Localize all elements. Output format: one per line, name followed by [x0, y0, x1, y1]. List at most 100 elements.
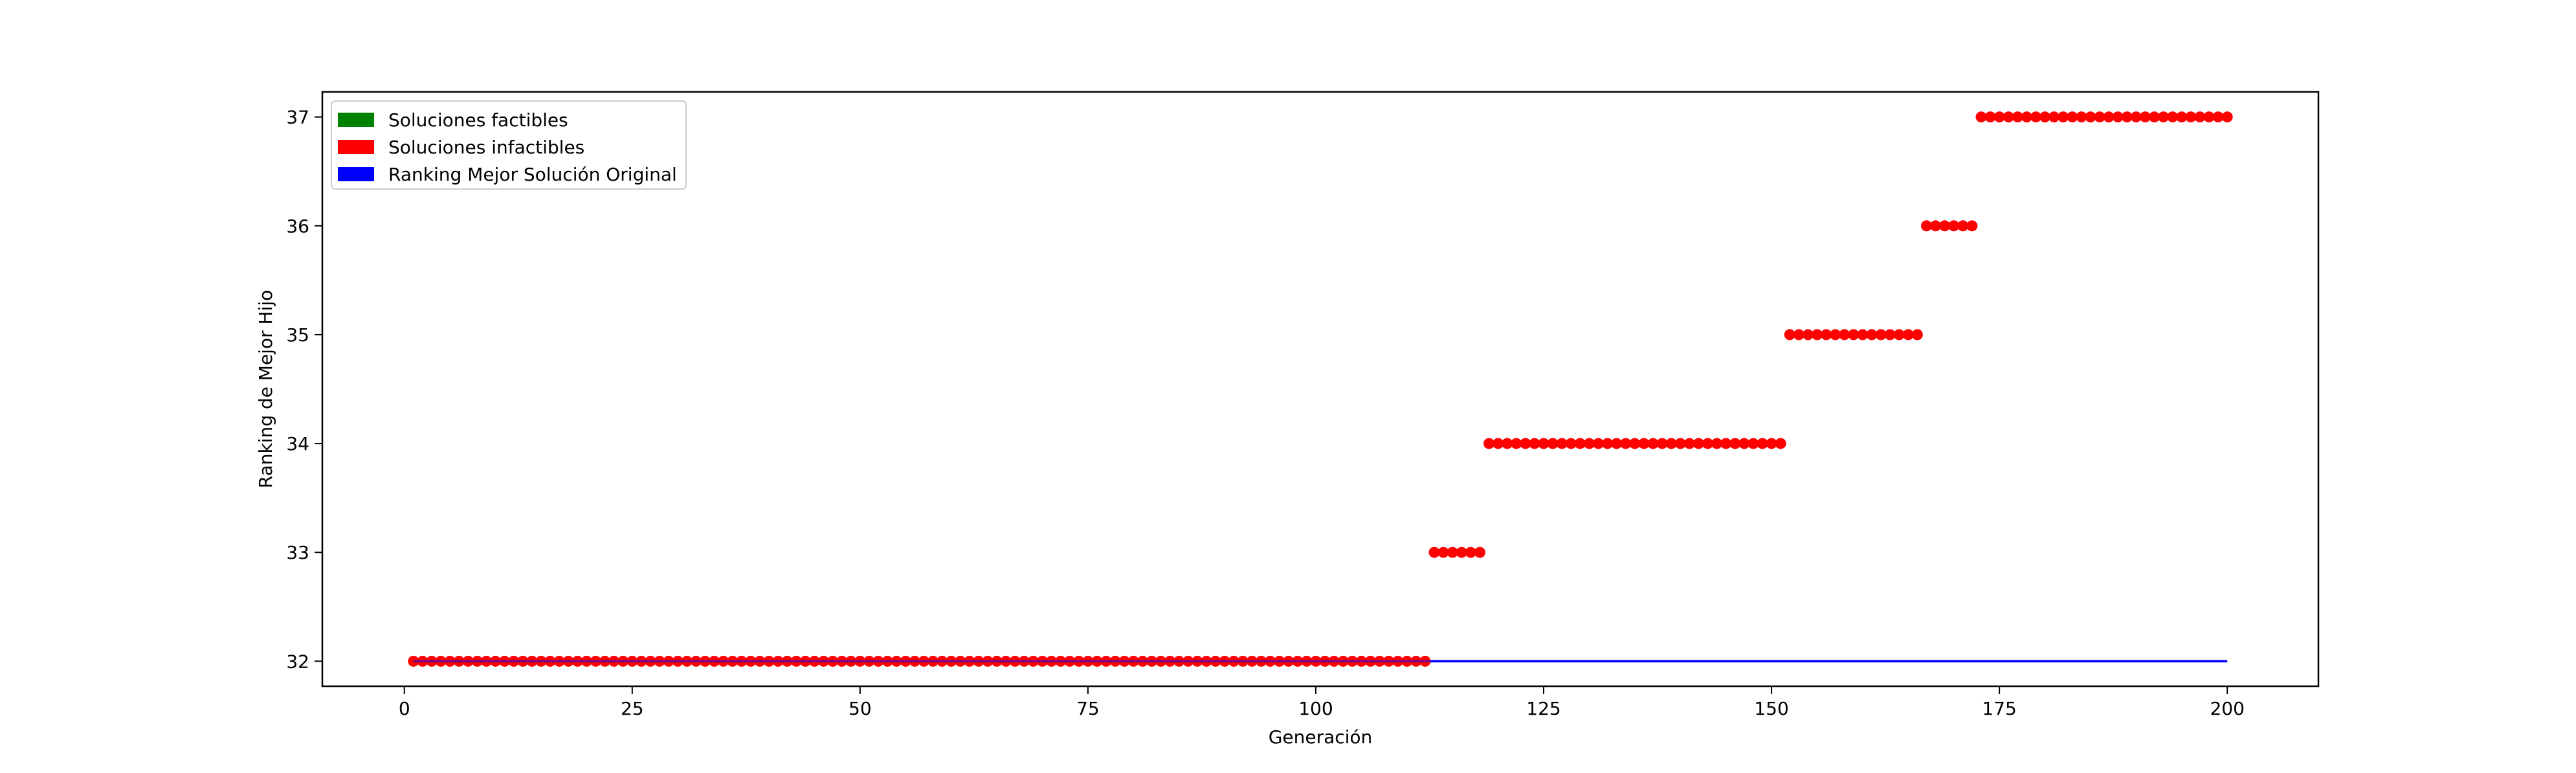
x-tick-label: 50: [849, 698, 872, 719]
data-point-infeasible: [2203, 111, 2215, 123]
y-tick-label: 36: [286, 216, 309, 237]
data-point-infeasible: [1793, 329, 1804, 341]
data-point-infeasible: [1693, 438, 1704, 449]
data-point-infeasible: [1502, 438, 1513, 449]
y-tick-label: 37: [286, 107, 309, 128]
data-point-infeasible: [1911, 329, 1923, 341]
data-point-infeasible: [1866, 329, 1878, 341]
data-point-infeasible: [1629, 438, 1641, 449]
x-tick-label: 125: [1526, 698, 1560, 719]
data-point-infeasible: [2067, 111, 2078, 123]
data-point-infeasible: [2049, 111, 2060, 123]
axes-layer: 0 25 50 75 100 125 150 175 200 32 33 34 35 36 37: [286, 107, 2245, 719]
data-point-infeasible: [1920, 220, 1932, 232]
data-point-infeasible: [1875, 329, 1887, 341]
data-point-infeasible: [1784, 329, 1795, 341]
data-point-infeasible: [1538, 438, 1549, 449]
data-point-infeasible: [1547, 438, 1559, 449]
data-point-infeasible: [2130, 111, 2142, 123]
data-point-infeasible: [1848, 329, 1860, 341]
data-point-infeasible: [1529, 438, 1540, 449]
data-point-infeasible: [2139, 111, 2151, 123]
data-point-infeasible: [1565, 438, 1577, 449]
data-point-infeasible: [1711, 438, 1723, 449]
x-tick-label: 175: [1982, 698, 2016, 719]
legend-swatch: [338, 113, 374, 127]
data-point-infeasible: [1556, 438, 1568, 449]
data-point-infeasible: [1683, 438, 1695, 449]
legend-label: Soluciones infactibles: [388, 137, 584, 158]
data-point-infeasible: [2085, 111, 2096, 123]
data-point-infeasible: [1738, 438, 1750, 449]
data-point-infeasible: [1957, 220, 1969, 232]
data-point-infeasible: [1647, 438, 1659, 449]
data-point-infeasible: [2158, 111, 2170, 123]
data-point-infeasible: [2076, 111, 2087, 123]
data-point-infeasible: [1775, 438, 1786, 449]
legend-swatch: [338, 167, 374, 181]
data-point-infeasible: [1574, 438, 1586, 449]
x-axis-label: Generación: [1269, 726, 1373, 748]
data-point-infeasible: [2058, 111, 2069, 123]
data-point-infeasible: [2185, 111, 2197, 123]
data-point-infeasible: [1638, 438, 1650, 449]
data-point-infeasible: [1674, 438, 1686, 449]
data-point-infeasible: [1757, 438, 1768, 449]
legend-swatch: [338, 140, 374, 154]
legend-label: Soluciones factibles: [388, 109, 568, 131]
data-point-infeasible: [1830, 329, 1841, 341]
data-point-infeasible: [1821, 329, 1832, 341]
data-point-infeasible: [1520, 438, 1531, 449]
data-point-infeasible: [1966, 220, 1978, 232]
y-tick-label: 33: [286, 542, 309, 563]
data-point-infeasible: [2121, 111, 2133, 123]
data-point-infeasible: [2176, 111, 2188, 123]
data-point-infeasible: [1748, 438, 1759, 449]
x-tick-label: 0: [399, 698, 410, 719]
data-point-infeasible: [1902, 329, 1914, 341]
legend-box: [331, 100, 687, 190]
legend-label: Ranking Mejor Solución Original: [388, 164, 677, 185]
x-tick-label: 200: [2210, 698, 2244, 719]
data-point-infeasible: [1857, 329, 1869, 341]
data-point-infeasible: [2021, 111, 2032, 123]
data-point-infeasible: [1702, 438, 1713, 449]
y-axis-label: Ranking de Mejor Hijo: [255, 290, 276, 489]
data-point-infeasible: [2149, 111, 2160, 123]
plot-layer: [408, 111, 2233, 667]
data-point-infeasible: [2003, 111, 2014, 123]
y-tick-label: 34: [286, 433, 309, 454]
data-point-infeasible: [1802, 329, 1814, 341]
data-point-infeasible: [1720, 438, 1732, 449]
x-tick-label: 100: [1298, 698, 1333, 719]
data-point-infeasible: [2103, 111, 2115, 123]
data-point-infeasible: [1665, 438, 1677, 449]
data-point-infeasible: [1511, 438, 1522, 449]
data-point-infeasible: [1474, 546, 1485, 558]
data-point-infeasible: [1493, 438, 1504, 449]
data-point-infeasible: [1447, 546, 1458, 558]
data-point-infeasible: [2039, 111, 2051, 123]
data-point-infeasible: [1766, 438, 1777, 449]
data-point-infeasible: [2212, 111, 2224, 123]
data-point-infeasible: [2221, 111, 2233, 123]
data-point-infeasible: [1839, 329, 1850, 341]
data-point-infeasible: [1884, 329, 1896, 341]
data-point-infeasible: [1483, 438, 1495, 449]
x-tick-label: 25: [621, 698, 644, 719]
data-point-infeasible: [1984, 111, 1996, 123]
data-point-infeasible: [1893, 329, 1905, 341]
data-point-infeasible: [1993, 111, 2005, 123]
x-tick-label: 75: [1076, 698, 1100, 719]
data-point-infeasible: [2194, 111, 2206, 123]
data-point-infeasible: [1975, 111, 1987, 123]
data-point-infeasible: [1729, 438, 1741, 449]
y-tick-label: 32: [286, 651, 309, 672]
data-point-infeasible: [1620, 438, 1632, 449]
data-point-infeasible: [1656, 438, 1668, 449]
data-point-infeasible: [1583, 438, 1595, 449]
data-point-infeasible: [1930, 220, 1942, 232]
data-point-infeasible: [1456, 546, 1467, 558]
plot-frame: [321, 91, 2320, 688]
